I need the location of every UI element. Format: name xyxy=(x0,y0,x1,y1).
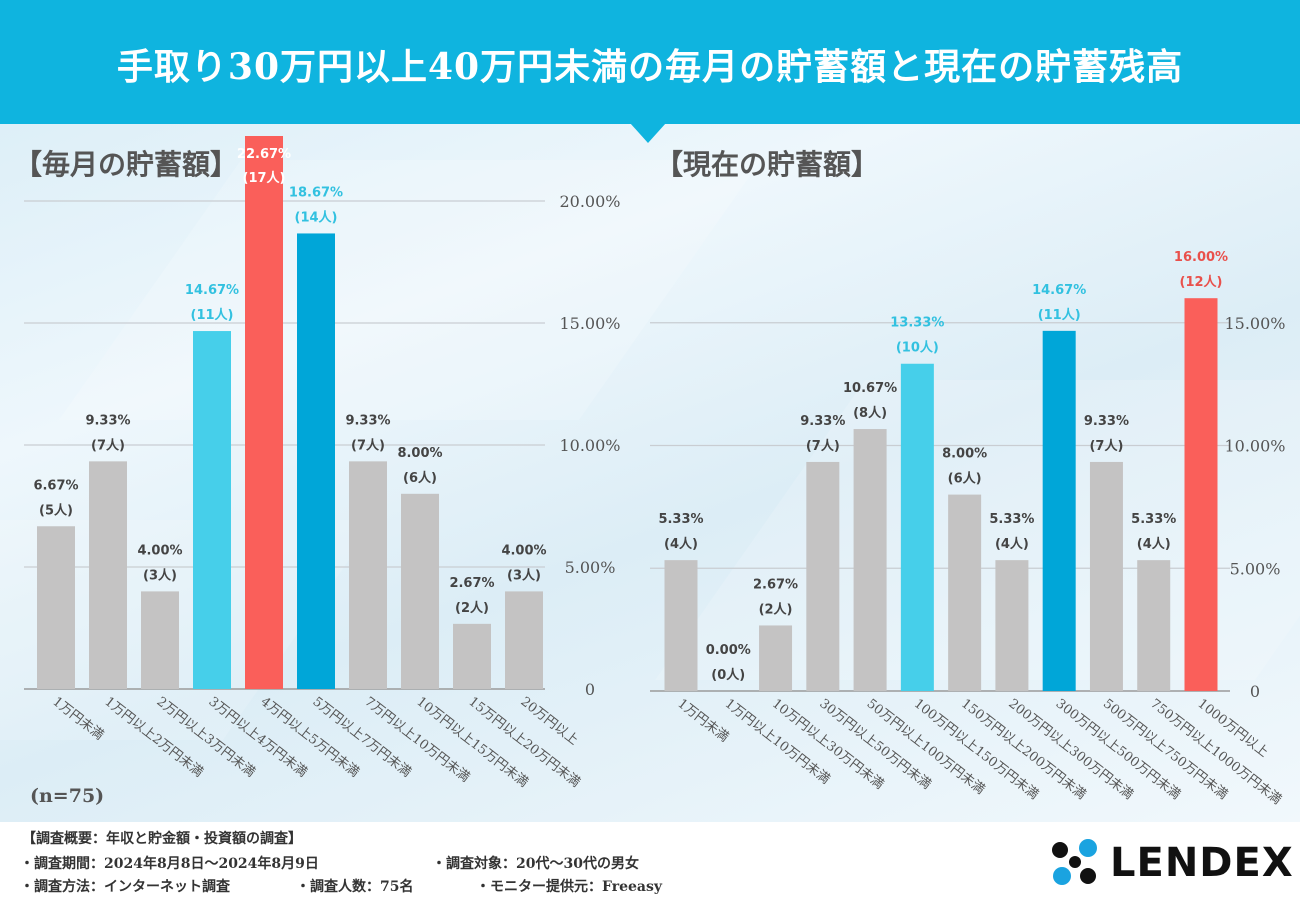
bar-count-label: (6人) xyxy=(403,470,437,486)
monthly-savings-title: 【毎月の貯蓄額】 xyxy=(14,148,239,181)
current-savings-title: 【現在の貯蓄額】 xyxy=(655,148,880,181)
bar xyxy=(759,625,793,691)
bar-count-label: (7人) xyxy=(806,438,840,454)
bar-value-label: 10.67% xyxy=(843,381,897,396)
y-tick-label: 5.00% xyxy=(1230,559,1281,578)
bar xyxy=(806,461,840,691)
bar xyxy=(1042,330,1076,691)
y-tick-label: 0 xyxy=(585,680,595,699)
bar-count-label: (0人) xyxy=(711,667,745,683)
bar xyxy=(1137,560,1171,691)
y-tick-label: 15.00% xyxy=(559,314,620,333)
survey-count: ・調査人数：75名 xyxy=(296,879,414,895)
y-tick-label: 15.00% xyxy=(1224,314,1285,333)
header-pointer xyxy=(630,123,666,143)
bar-count-label: (12人) xyxy=(1180,274,1223,290)
bar-count-label: (11人) xyxy=(191,307,234,323)
sample-size: (n=75) xyxy=(30,785,105,807)
bar-count-label: (11人) xyxy=(1038,307,1081,323)
bar-value-label: 5.33% xyxy=(1131,512,1176,527)
bar-value-label: 0.00% xyxy=(706,643,751,658)
bar xyxy=(664,560,698,691)
y-tick-label: 0 xyxy=(1250,682,1260,701)
bar-value-label: 9.33% xyxy=(800,414,845,429)
bar-value-label: 8.00% xyxy=(942,447,987,462)
bar-count-label: (14人) xyxy=(295,209,338,225)
bar-value-label: 4.00% xyxy=(501,543,546,558)
bar-count-label: (3人) xyxy=(143,567,177,583)
bar-count-label: (7人) xyxy=(91,437,125,453)
bar xyxy=(853,429,887,691)
bar xyxy=(505,591,543,689)
bar xyxy=(900,363,934,691)
lendex-logo: LENDEX xyxy=(1048,838,1293,888)
bar xyxy=(297,233,335,689)
bar-value-label: 4.00% xyxy=(137,543,182,558)
monthly-savings-chart: 05.00%10.00%15.00%20.00%6.67%(5人)1万円未満9.… xyxy=(24,136,621,791)
bar xyxy=(89,461,127,689)
bar-value-label: 22.67% xyxy=(237,147,291,162)
bar-count-label: (2人) xyxy=(455,600,489,616)
bar-count-label: (7人) xyxy=(1089,438,1123,454)
logo-text: LENDEX xyxy=(1110,840,1294,886)
bar-count-label: (4人) xyxy=(664,536,698,552)
y-tick-label: 10.00% xyxy=(1224,437,1285,456)
bar-value-label: 14.67% xyxy=(185,283,239,298)
bar xyxy=(401,493,439,689)
survey-period: ・調査期間：2024年8月8日〜2024年8月9日 xyxy=(20,856,319,872)
y-tick-label: 10.00% xyxy=(559,436,620,455)
x-category-label: 1万円未満 xyxy=(675,696,732,745)
bar-value-label: 8.00% xyxy=(397,446,442,461)
bar-count-label: (10人) xyxy=(896,340,939,356)
bar xyxy=(141,591,179,689)
bar xyxy=(995,560,1029,691)
bar xyxy=(245,136,283,689)
bar-count-label: (6人) xyxy=(948,471,982,487)
bar-count-label: (2人) xyxy=(759,601,793,617)
bar-value-label: 2.67% xyxy=(753,577,798,592)
header-banner: 手取り30万円以上40万円未満の毎月の貯蓄額と現在の貯蓄残高 xyxy=(0,0,1300,124)
survey-provider: ・モニター提供元：Freeasy xyxy=(476,879,662,895)
survey-footer: 【調査概要：年収と貯金額・投資額の調査】 ・調査期間：2024年8月8日〜202… xyxy=(0,822,1300,900)
survey-method: ・調査方法：インターネット調査 xyxy=(20,879,230,895)
bar xyxy=(37,526,75,689)
bar-value-label: 16.00% xyxy=(1174,250,1228,265)
current-savings-chart: 0 5.00% 10.00% 15.00% 5.33% (4人) 1万円未満 0.00% (0人… xyxy=(650,250,1286,808)
bar-value-label: 13.33% xyxy=(890,316,944,331)
bar-value-label: 14.67% xyxy=(1032,283,1086,298)
bar-value-label: 6.67% xyxy=(33,478,78,493)
bar xyxy=(1089,461,1123,691)
bar-value-label: 9.33% xyxy=(1084,414,1129,429)
bar-value-label: 5.33% xyxy=(989,512,1034,527)
survey-target: ・調査対象：20代〜30代の男女 xyxy=(432,856,639,872)
clover-dots-icon xyxy=(1052,839,1097,885)
bar-value-label: 2.67% xyxy=(449,576,494,591)
bar xyxy=(1184,298,1218,691)
bar xyxy=(948,494,982,691)
bar xyxy=(193,331,231,689)
bar-value-label: 9.33% xyxy=(345,413,390,428)
bar-count-label: (8人) xyxy=(853,405,887,421)
y-tick-label: 20.00% xyxy=(559,192,620,211)
bar-value-label: 5.33% xyxy=(658,512,703,527)
bar-count-label: (5人) xyxy=(39,502,73,518)
bar-count-label: (3人) xyxy=(507,567,541,583)
page-title: 手取り30万円以上40万円未満の毎月の貯蓄額と現在の貯蓄残高 xyxy=(116,46,1184,88)
bar xyxy=(349,461,387,689)
y-tick-label: 5.00% xyxy=(565,558,616,577)
bar-count-label: (7人) xyxy=(351,437,385,453)
bar-count-label: (4人) xyxy=(1137,536,1171,552)
bar-value-label: 9.33% xyxy=(85,413,130,428)
bar-value-label: 18.67% xyxy=(289,185,343,200)
bar xyxy=(453,623,491,689)
survey-summary: 【調査概要：年収と貯金額・投資額の調査】 xyxy=(22,831,302,847)
bar-count-label: (17人) xyxy=(243,170,286,186)
bar-count-label: (4人) xyxy=(995,536,1029,552)
